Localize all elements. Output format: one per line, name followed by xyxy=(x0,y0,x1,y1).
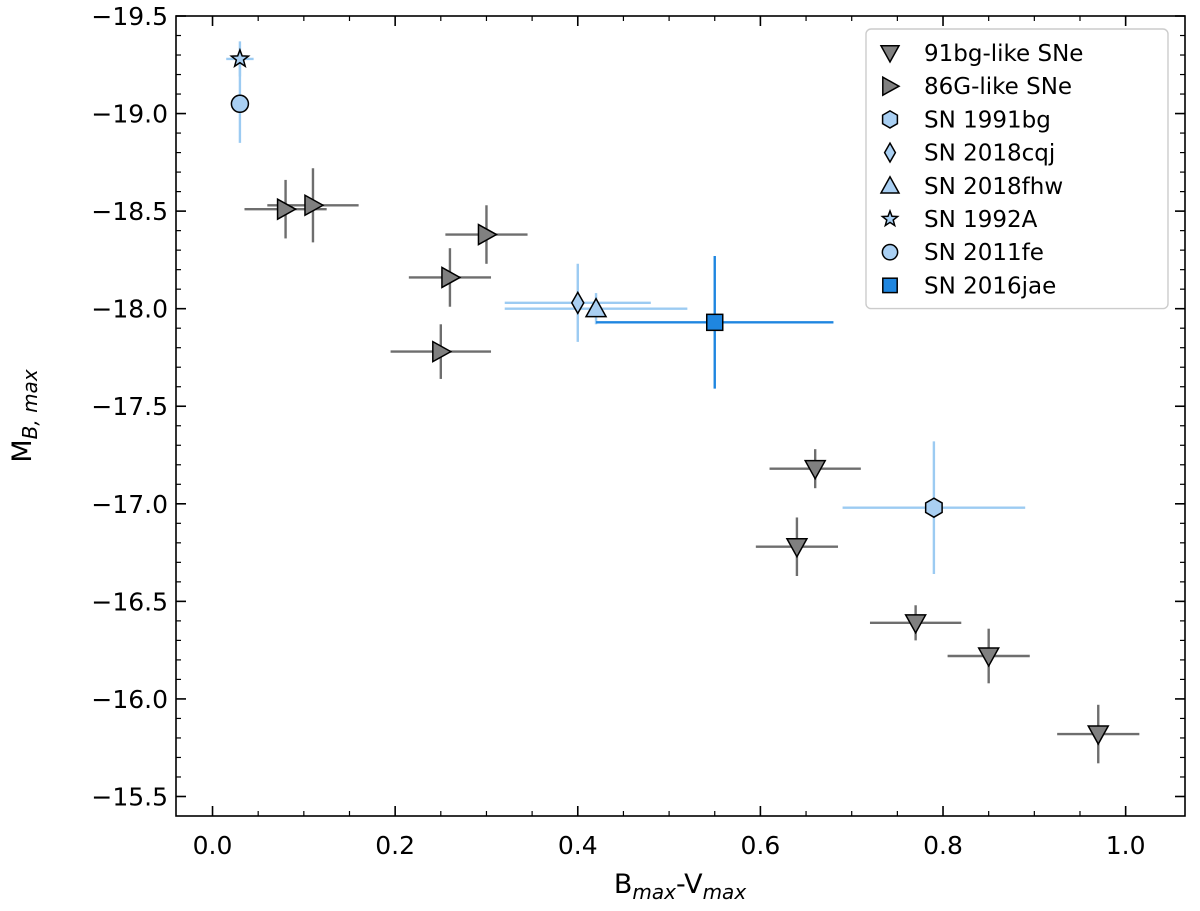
legend-box xyxy=(865,28,1169,310)
y-axis-label: MB, max xyxy=(7,369,42,462)
y-axis-label-main: M xyxy=(7,439,38,462)
tick-labels: 0.0 0.2 0.4 0.6 0.8 1.0 −19.5 −19.0 −18.5 −18.0 −1… xyxy=(91,2,1145,860)
y-tick-label: −16.0 xyxy=(91,685,168,714)
legend-marker-sn-1991bg xyxy=(881,109,899,129)
data-markers xyxy=(229,47,1110,746)
legend-label-sn-2018cqj: SN 2018cqj xyxy=(924,141,1055,167)
86g-like-sne-point xyxy=(432,340,453,363)
y-tick-label: −19.0 xyxy=(91,100,168,129)
y-tick-label: −18.0 xyxy=(91,295,168,324)
91bg-like-sne-point xyxy=(977,647,1000,668)
86g-like-sne-point xyxy=(276,197,298,221)
legend-label-sn-2016jae: SN 2016jae xyxy=(924,273,1056,299)
x-tick-label: 0.8 xyxy=(923,831,963,860)
legend-marker-sn-2011fe xyxy=(881,243,899,261)
legend-label-sn-2018fhw: SN 2018fhw xyxy=(924,174,1063,200)
x-axis-label-sub2: max xyxy=(703,880,747,904)
legend-label-86g-like-sne: 86G-like SNe xyxy=(924,74,1072,100)
x-tick-label: 0.0 xyxy=(193,831,233,860)
y-tick-label: −17.5 xyxy=(91,392,168,421)
legend-label-sn-1991bg: SN 1991bg xyxy=(924,107,1051,133)
x-axis-label: Bmax-Vmax xyxy=(614,869,746,904)
86g-like-sne-point xyxy=(304,193,325,217)
x-tick-label: 0.2 xyxy=(375,831,415,860)
91bg-like-sne-point xyxy=(785,537,809,559)
legend-marker-sn-2018cqj xyxy=(883,141,897,164)
x-axis-label-sub1: max xyxy=(632,880,676,904)
x-tick-label: 1.0 xyxy=(1106,831,1146,860)
x-tick-label: 0.4 xyxy=(558,831,598,860)
y-tick-label: −16.5 xyxy=(91,587,168,616)
x-tick-label: 0.6 xyxy=(741,831,781,860)
y-tick-label: −18.5 xyxy=(91,197,168,226)
legend-label-sn-1992a: SN 1992A xyxy=(924,207,1038,233)
86g-like-sne-point xyxy=(477,223,499,246)
legend-marker-sn-1992a xyxy=(880,208,900,228)
y-tick-label: −17.0 xyxy=(91,490,168,519)
y-tick-label: −15.5 xyxy=(91,782,168,811)
legend-marker-91bg-like-sne xyxy=(879,45,901,64)
91bg-like-sne-point xyxy=(904,614,927,635)
sn-2016jae-point xyxy=(705,313,724,332)
legend-marker-86g-like-sne xyxy=(882,75,901,97)
sn-2011fe-point xyxy=(230,94,250,114)
legend: 91bg-like SNe 86G-like SNe SN 1991bg SN 201… xyxy=(865,28,1169,310)
x-axis-label-mid: -V xyxy=(676,869,703,900)
plot-frame xyxy=(175,15,1186,817)
x-axis-label-main: B xyxy=(614,869,633,900)
legend-marker-sn-2018fhw xyxy=(879,175,901,194)
y-axis-label-sub: B, max xyxy=(18,369,42,439)
91bg-like-sne-point xyxy=(1086,725,1110,746)
legend-label-91bg-like-sne: 91bg-like SNe xyxy=(924,41,1083,67)
sn-1991bg-point xyxy=(924,497,943,519)
sn-2018fhw-point xyxy=(584,297,608,318)
legend-marker-sn-2016jae xyxy=(882,277,898,294)
legend-label-sn-2011fe: SN 2011fe xyxy=(924,240,1044,266)
86g-like-sne-point xyxy=(441,266,462,289)
91bg-like-sne-point xyxy=(803,459,827,481)
sn-1992a-point xyxy=(229,47,251,68)
sn-2018cqj-point xyxy=(570,290,585,315)
y-tick-label: −19.5 xyxy=(91,2,168,31)
axis-ticks xyxy=(176,15,1185,816)
